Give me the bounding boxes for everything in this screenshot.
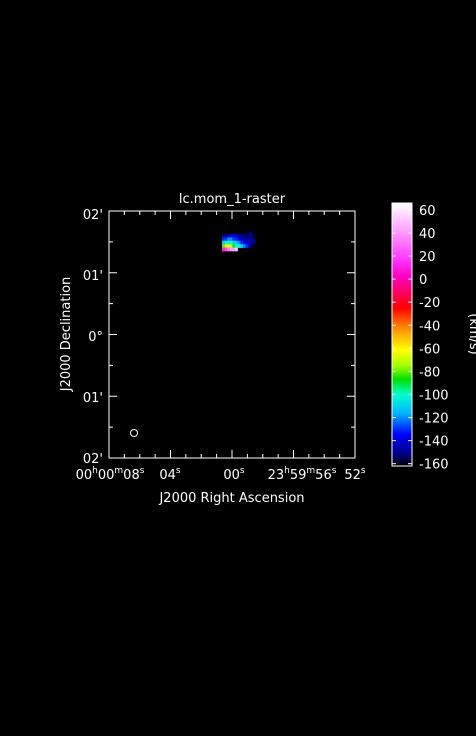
emission-pixel [253,234,257,238]
emission-pixel [229,237,233,242]
emission-pixel [222,247,225,252]
x-tick-label: 00h00m08s [76,466,145,483]
x-tick-label: 52s [344,466,366,483]
colorbar-tick-label: 20 [419,250,436,265]
y-tick-label: 01' [83,269,103,284]
emission-pixel [242,240,246,245]
x-axis-label: J2000 Right Ascension [158,491,304,506]
emission-pixel [250,237,254,242]
colorbar-tick-label: -40 [419,319,440,334]
emission-pixel [222,244,225,248]
emission-raster [222,230,257,252]
emission-pixel [232,247,236,252]
y-tick-label: 02' [83,452,103,467]
y-tick-label: 0° [88,330,103,345]
colorbar-ticks: 60 40 20 0 -20 -40 -60 -80 -100 -120 -140 -160 [392,204,449,473]
emission-pixel [227,240,231,245]
emission-pixel [250,234,254,238]
colorbar-tick-label: -80 [419,365,440,380]
emission-pixel [227,247,231,252]
emission-pixel [237,234,241,238]
emission-pixel [245,237,249,242]
emission-pixel [229,247,233,252]
emission-pixel [245,240,249,245]
colorbar-tick-label: -120 [419,412,449,427]
emission-pixel [237,240,241,245]
x-tick-label: 04s [159,466,181,483]
emission-pixel [224,244,228,248]
colorbar-tick-label: -100 [419,388,449,403]
emission-pixel [222,234,225,238]
x-tick-label: 00s [223,466,245,483]
emission-pixel [253,237,257,242]
emission-pixel [227,244,231,248]
emission-pixel [224,240,228,245]
emission-pixel [240,234,244,238]
emission-pixel [242,237,246,242]
axis-ticks [108,210,356,459]
colorbar-tick-label: 0 [419,273,427,288]
emission-pixel [229,244,233,248]
emission-pixel [235,234,238,238]
emission-pixel [248,244,251,248]
emission-pixel [237,244,241,248]
colorbar-frame [391,202,413,467]
colorbar-tick-label: -140 [419,435,449,450]
emission-pixel [248,237,251,242]
colorbar-label: (km/s) [466,313,476,355]
emission-pixel [232,237,236,242]
emission-pixel [240,244,244,248]
emission-pixel [240,240,244,245]
emission-pixel [222,240,225,245]
emission-pixel [235,247,238,252]
emission-pixel [224,247,228,252]
emission-pixel [245,233,248,237]
emission-pixel [224,234,228,238]
emission-pixel [237,237,241,242]
emission-pixel [227,234,231,238]
y-tick-label: 01' [83,391,103,406]
colorbar-gradient [392,203,412,466]
colorbar-tick-label: 60 [419,204,436,219]
y-tick-labels: 02' 01' 0° 01' 02' [83,208,103,467]
y-axis-label: J2000 Declination [59,277,74,393]
emission-pixel [253,240,257,245]
x-tick-labels: 00h00m08s 04s 00s 23h59m56s 52s [76,466,366,483]
colorbar-tick-label: -160 [419,458,449,473]
emission-pixel [235,240,238,245]
chart-title: lc.mom_1-raster [179,192,286,207]
emission-pixel [224,237,228,242]
emission-pixel [222,237,225,242]
emission-pixel [249,232,252,236]
emission-pixel [227,237,231,242]
colorbar-tick-label: 40 [419,227,436,242]
colorbar-tick-label: -60 [419,342,440,357]
colorbar-tick-label: -20 [419,296,440,311]
emission-pixel [250,240,254,245]
emission-pixel [242,234,246,238]
emission-pixel [229,234,233,238]
emission-pixel [245,244,249,248]
emission-pixel [232,234,236,238]
emission-pixel [229,240,233,245]
emission-pixel [232,244,236,248]
emission-pixel [235,237,238,242]
emission-pixel [235,244,238,248]
emission-pixel [240,237,244,242]
emission-pixel [232,240,236,245]
emission-pixel [242,244,246,248]
beam-ellipse [130,429,138,437]
emission-pixel [248,240,251,245]
x-tick-label: 23h59m56s [268,466,337,483]
y-tick-label: 02' [83,208,103,223]
emission-pixel [252,230,255,234]
